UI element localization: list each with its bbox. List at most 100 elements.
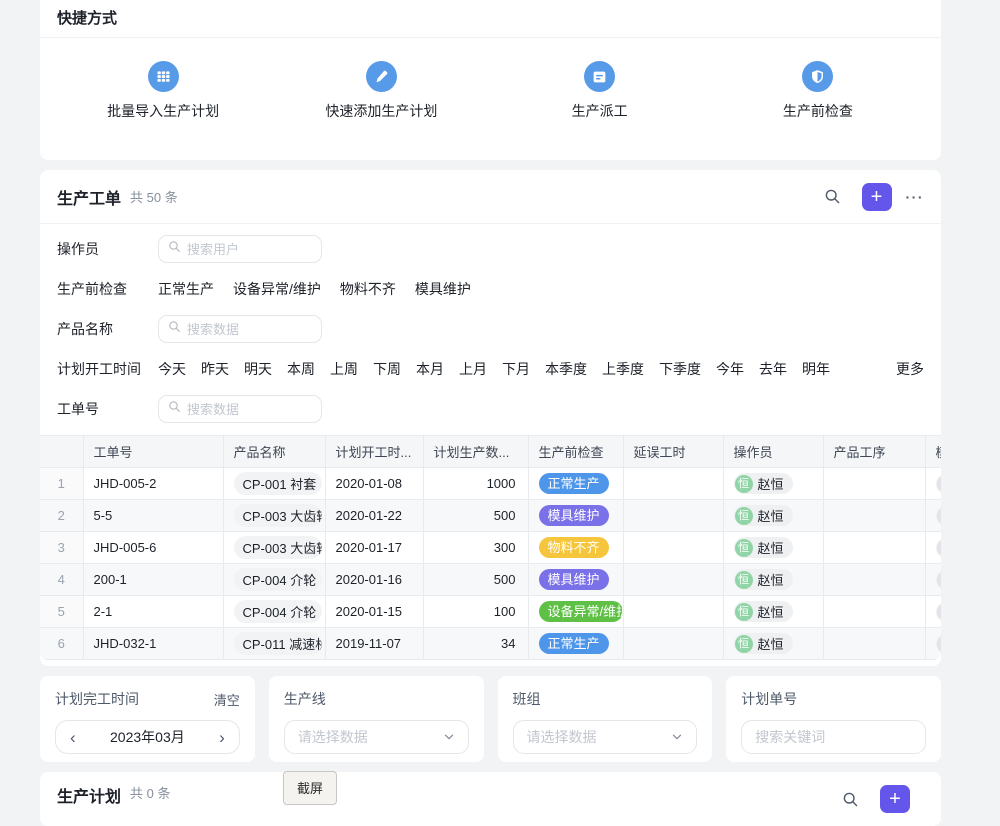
table-row[interactable]: 4 200-1 CP-004 介轮 2020-01-16 500 模具维护 恒赵恒 [40, 563, 941, 596]
shortcut-item[interactable]: 生产派工 [491, 61, 709, 121]
avatar [936, 602, 941, 621]
production-plan-toolbar: + [842, 785, 924, 813]
filter-option[interactable]: 下季度 [659, 361, 701, 377]
table-row[interactable]: 3 JHD-005-6 CP-003 大齿轮 2020-01-17 300 物料不齐 恒赵恒 [40, 531, 941, 564]
work-orders-toolbar: + ··· [824, 182, 925, 211]
filter-option[interactable]: 模具维护 [414, 281, 471, 297]
filter-option[interactable]: 昨天 [201, 361, 229, 377]
cell-qty: 34 [423, 627, 529, 660]
shield-icon [802, 61, 834, 92]
filter-option[interactable]: 上季度 [602, 361, 644, 377]
filter-row: 操作员 [57, 235, 924, 263]
filter-search-input[interactable] [187, 321, 312, 337]
column-header[interactable]: 计划生产数... [423, 435, 529, 468]
table-row[interactable]: 5 2-1 CP-004 介轮 2020-01-15 100 设备异常/维护 恒赵恒 [40, 595, 941, 628]
column-header[interactable]: 延误工时 [623, 435, 724, 468]
filter-row: 生产前检查 正常生产 设备异常/维护 物料不齐 模具维护 [57, 279, 924, 299]
filter-option[interactable]: 本季度 [545, 361, 587, 377]
search-icon[interactable] [842, 791, 859, 808]
column-header[interactable]: 工单号 [83, 435, 224, 468]
filter-option[interactable]: 设备异常/维护 [233, 281, 321, 297]
cell-operator: 恒赵恒 [723, 531, 824, 564]
cell-product: CP-003 大齿轮 [223, 499, 326, 532]
filter-more-link[interactable]: 更多 [896, 361, 924, 377]
cell-index: 1 [40, 467, 84, 500]
filter-option[interactable]: 下月 [502, 361, 530, 377]
table-row[interactable]: 1 JHD-005-2 CP-001 衬套 2020-01-08 1000 正常生产 恒赵恒 [40, 467, 941, 500]
filter-option[interactable]: 去年 [759, 361, 787, 377]
shortcut-item[interactable]: 批量导入生产计划 [54, 61, 272, 121]
cell-index: 2 [40, 499, 84, 532]
mold-pill [935, 633, 941, 654]
cell-order_no: JHD-032-1 [83, 627, 224, 660]
filter-search-input[interactable] [187, 241, 312, 257]
column-header[interactable] [40, 435, 84, 468]
filter-search-box [158, 395, 322, 423]
cell-delay [623, 563, 724, 596]
work-orders-table-wrap: 工单号产品名称计划开工时...计划生产数...生产前检查延误工时操作员产品工序模… [40, 435, 941, 660]
cell-process [823, 499, 926, 532]
cell-order_no: JHD-005-2 [83, 467, 224, 500]
cell-qty: 1000 [423, 467, 529, 500]
column-header[interactable]: 生产前检查 [528, 435, 624, 468]
status-badge: 模具维护 [538, 569, 609, 590]
column-header[interactable]: 模具 [925, 435, 941, 468]
work-orders-filters: 操作员生产前检查 正常生产 设备异常/维护 物料不齐 模具维护产品名称计划开工时间 今天昨… [40, 224, 941, 435]
column-header[interactable]: 产品名称 [223, 435, 326, 468]
table-row[interactable]: 6 JHD-032-1 CP-011 减速机 2019-11-07 34 正常生产 恒赵恒 [40, 627, 941, 660]
select-dropdown[interactable]: 请选择数据 [512, 720, 698, 754]
add-work-order-button[interactable]: + [861, 182, 892, 211]
filter-label: 操作员 [57, 241, 99, 257]
cell-process [823, 531, 926, 564]
avatar [936, 570, 941, 589]
chevron-right-icon[interactable]: › [219, 727, 225, 747]
filter-option[interactable]: 明年 [802, 361, 830, 377]
select-dropdown[interactable]: 请选择数据 [283, 720, 469, 754]
search-icon[interactable] [824, 188, 841, 205]
table-row[interactable]: 2 5-5 CP-003 大齿轮 2020-01-22 500 模具维护 恒赵恒 [40, 499, 941, 532]
cell-product: CP-004 介轮 [223, 595, 326, 628]
keyword-search-box [741, 720, 926, 754]
more-options-icon[interactable]: ··· [905, 188, 924, 205]
shortcut-item[interactable]: 生产前检查 [709, 61, 927, 121]
shortcut-label: 快速添加生产计划 [325, 103, 438, 119]
add-plan-button[interactable]: + [880, 785, 910, 813]
calendar-icon [584, 61, 616, 92]
chevron-left-icon[interactable]: ‹ [70, 727, 76, 747]
shortcut-item[interactable]: 快速添加生产计划 [272, 61, 490, 121]
filter-option[interactable]: 上周 [330, 361, 358, 377]
filter-search-input[interactable] [187, 401, 312, 417]
filter-option[interactable]: 今年 [716, 361, 744, 377]
avatar [936, 538, 941, 557]
screenshot-button[interactable]: 截屏 [283, 771, 337, 805]
filter-card-title: 计划完工时间 [55, 691, 139, 707]
filter-options: 今天 昨天 明天 本周 上周 下周 本月 上月 下月 本季度 上季度 下季度 今年 去年 明年 更多 [158, 359, 924, 379]
filter-option[interactable]: 本周 [287, 361, 315, 377]
chevron-down-icon [443, 731, 455, 743]
filter-option[interactable]: 正常生产 [158, 281, 214, 297]
month-picker[interactable]: ‹ 2023年03月 › [55, 720, 240, 754]
clear-link[interactable]: 清空 [213, 692, 240, 708]
column-header[interactable]: 产品工序 [823, 435, 926, 468]
shortcut-label: 批量导入生产计划 [107, 103, 220, 119]
cell-product: CP-001 衬套 [223, 467, 326, 500]
filter-card: 计划完工时间 清空 ‹ 2023年03月 › [40, 676, 255, 762]
month-value: 2023年03月 [110, 729, 185, 745]
work-orders-count: 共 50 条 [130, 190, 178, 205]
filter-option[interactable]: 下周 [373, 361, 401, 377]
column-header[interactable]: 操作员 [723, 435, 824, 468]
cell-product: CP-011 减速机 [223, 627, 326, 660]
status-badge: 模具维护 [538, 505, 609, 526]
shortcuts-card: 快捷方式 批量导入生产计划 快速添加生产计划 生产派工 生产前检查 [40, 0, 941, 160]
mold-pill [935, 505, 941, 526]
filter-option[interactable]: 明天 [244, 361, 272, 377]
filter-option[interactable]: 上月 [459, 361, 487, 377]
shortcut-label: 生产派工 [571, 103, 628, 119]
filter-option[interactable]: 今天 [158, 361, 186, 377]
keyword-search-input[interactable] [755, 729, 912, 745]
cell-product: CP-003 大齿轮 [223, 531, 326, 564]
filter-option[interactable]: 本月 [416, 361, 444, 377]
column-header[interactable]: 计划开工时... [325, 435, 424, 468]
filter-card-title: 班组 [512, 691, 541, 707]
filter-option[interactable]: 物料不齐 [339, 281, 396, 297]
